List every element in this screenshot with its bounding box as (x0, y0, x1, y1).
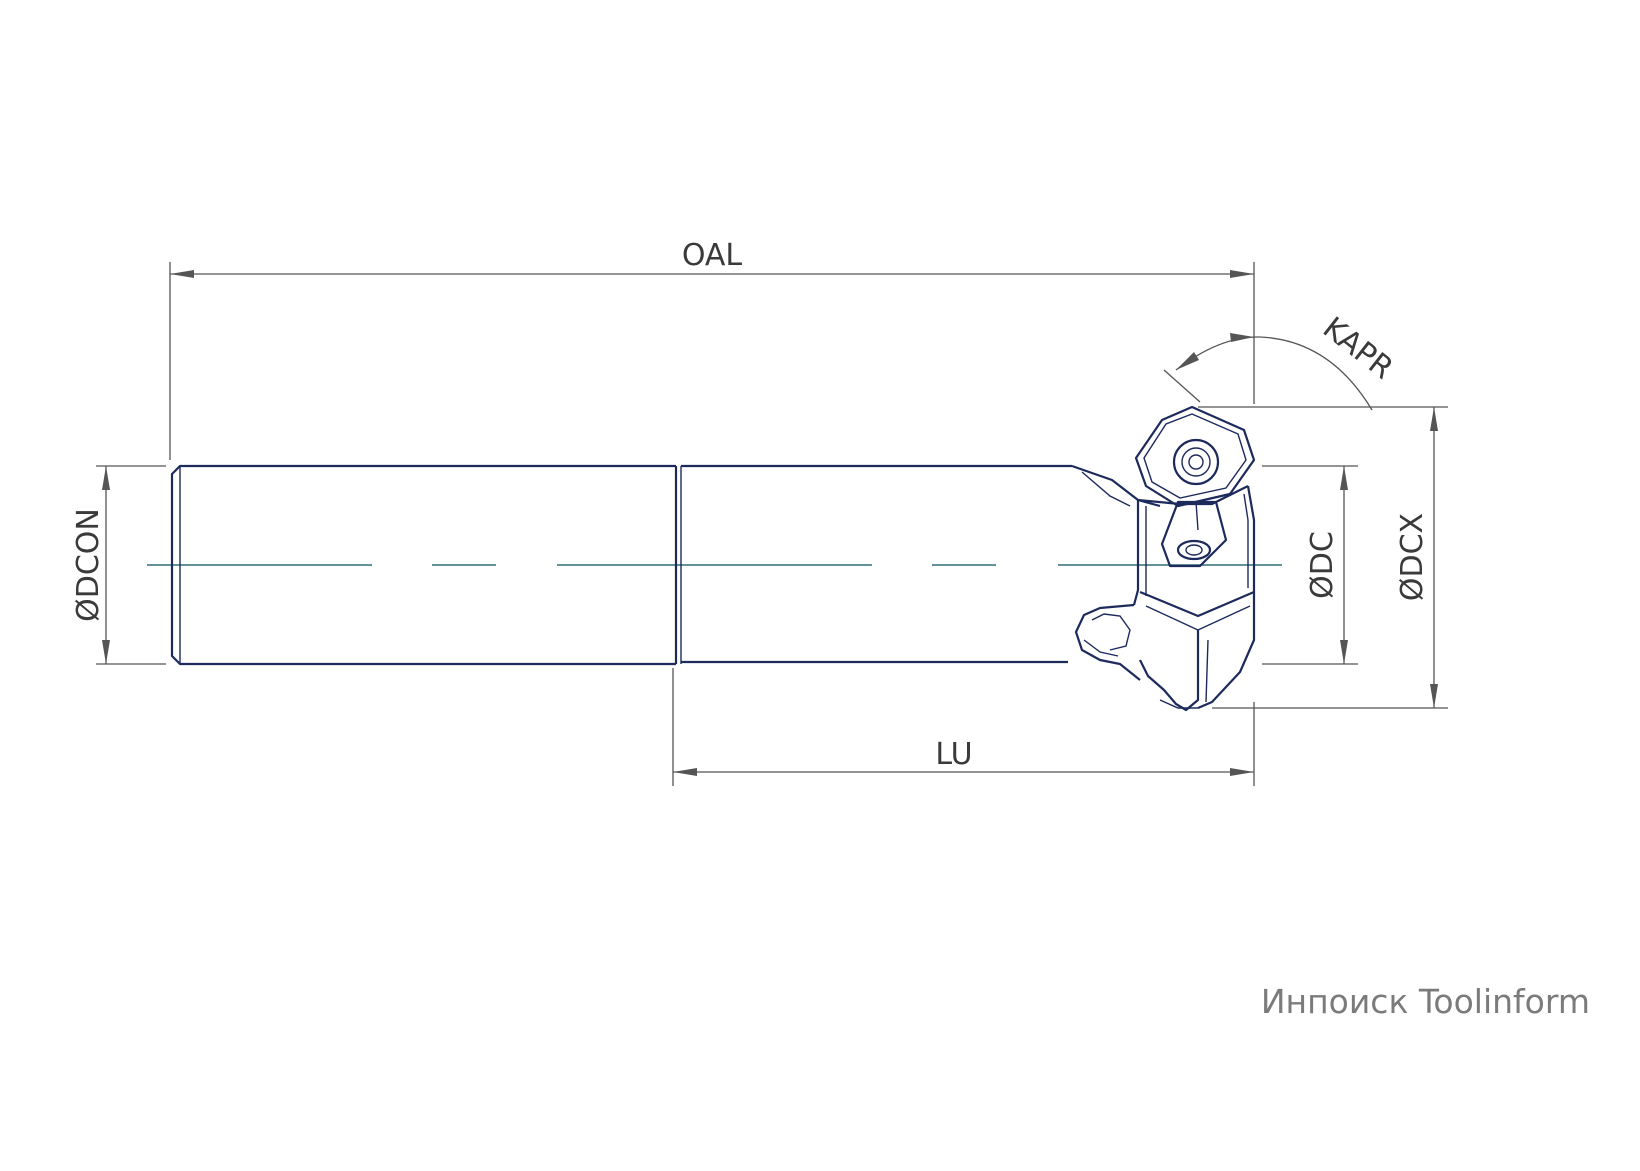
upper-insert (1134, 405, 1256, 508)
lu-label: LU (935, 737, 972, 772)
lower-insert (1160, 500, 1228, 568)
dc-label: ØDC (1305, 531, 1340, 599)
dcon-label: ØDCON (71, 508, 106, 622)
dimension-lu: LU (672, 668, 1255, 786)
dimension-kapr: KAPR (1163, 311, 1400, 411)
tool-neck (681, 464, 1072, 664)
dimension-dcx: ØDCX (1198, 406, 1448, 709)
dimension-oal: OAL (169, 238, 1255, 460)
dimension-dcon: ØDCON (71, 465, 166, 665)
tool-shank (170, 464, 682, 666)
kapr-label: KAPR (1316, 311, 1399, 387)
watermark: Инпоиск Toolinform (1261, 982, 1590, 1021)
dimension-dc: ØDC (1262, 465, 1358, 665)
cutting-head (1071, 464, 1256, 712)
oal-label: OAL (682, 238, 743, 273)
dcx-label: ØDCX (1395, 513, 1430, 601)
